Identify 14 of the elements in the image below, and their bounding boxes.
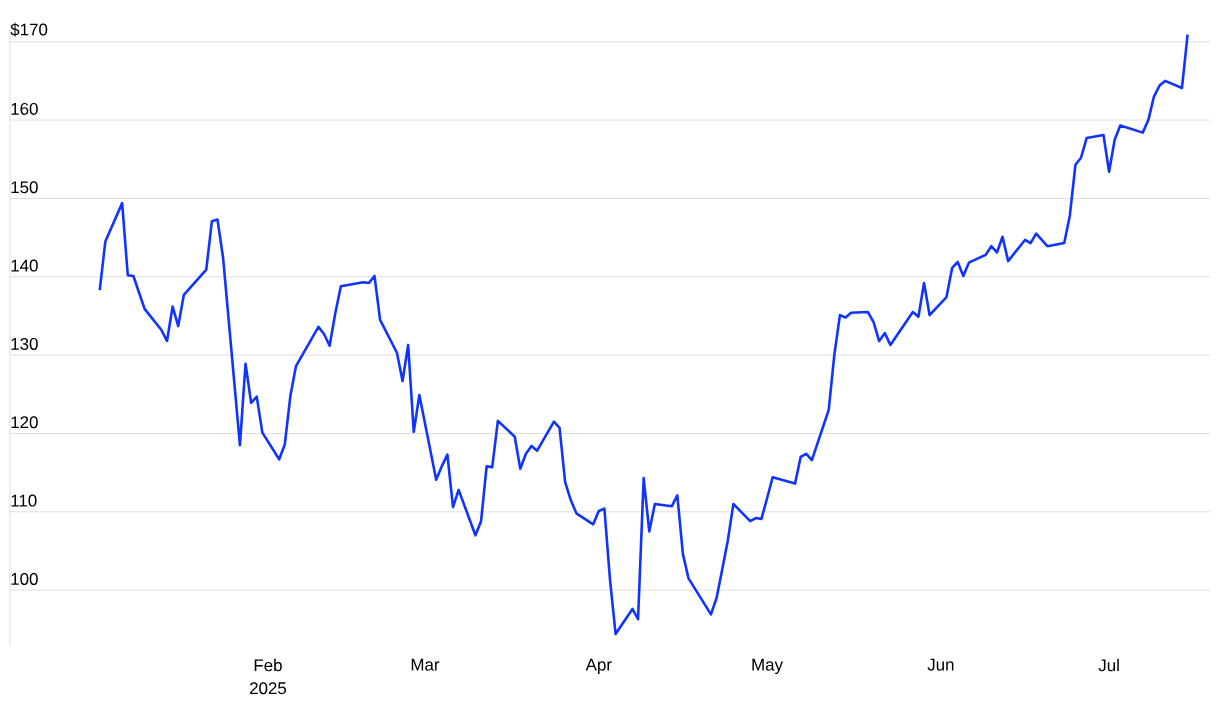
- y-tick-label: 120: [11, 416, 38, 429]
- y-tick-label: 110: [11, 494, 37, 507]
- y-tick-label: $170: [10, 22, 48, 37]
- y-tick-label: 150: [11, 181, 38, 194]
- x-tick-label: Jul: [1098, 658, 1119, 672]
- y-tick-label: 160: [11, 102, 38, 115]
- x-tick-label: May: [752, 658, 783, 674]
- y-tick-label: 100: [11, 572, 38, 585]
- x-tick-label: Apr: [585, 658, 612, 674]
- y-tick-label: 140: [11, 259, 38, 272]
- x-tick-label: Feb 2025: [249, 658, 287, 695]
- y-tick-label: 130: [11, 337, 38, 350]
- x-tick-label: Jun: [927, 658, 954, 671]
- x-tick-label: Mar: [411, 658, 440, 671]
